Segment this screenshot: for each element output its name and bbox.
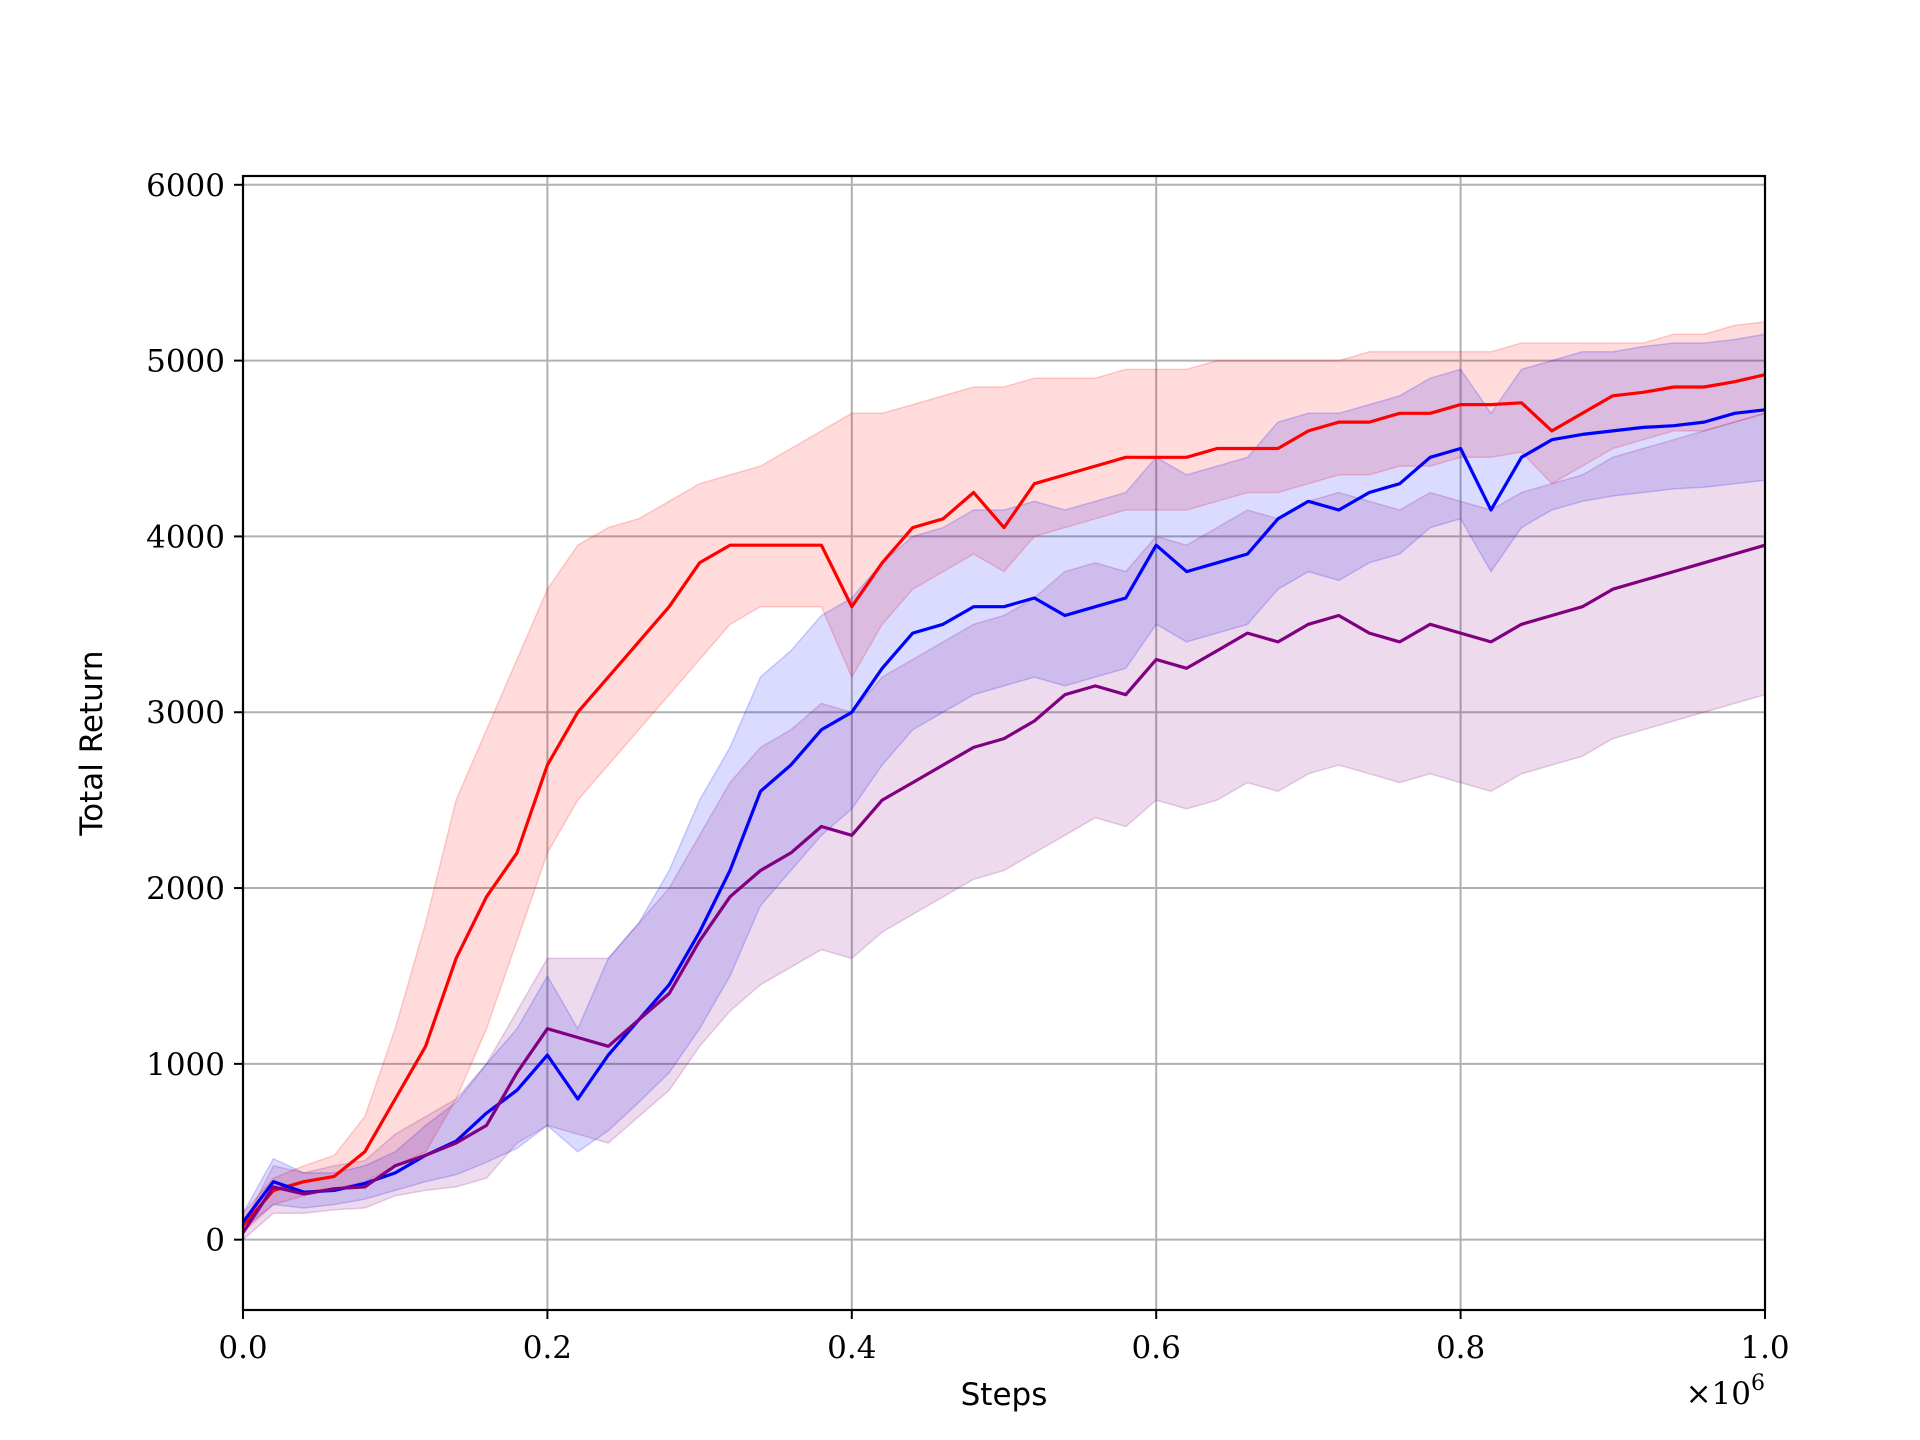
y-tick-label: 6000 bbox=[146, 168, 225, 204]
x-tick-label: 0.0 bbox=[218, 1330, 267, 1366]
axis-ticks: 0.0 0.2 0.4 0.6 0.8 1.0 0 1000 2000 3000 4000 5000 6… bbox=[146, 168, 1790, 1366]
x-tick-label: 0.6 bbox=[1132, 1330, 1181, 1366]
y-tick-label: 3000 bbox=[146, 695, 225, 731]
x-tick-label: 0.2 bbox=[523, 1330, 572, 1366]
y-tick-label: 5000 bbox=[146, 344, 225, 380]
series-lines bbox=[241, 373, 1766, 1234]
x-multiplier-exponent: 6 bbox=[1751, 1371, 1765, 1396]
x-tick-label: 0.4 bbox=[827, 1330, 876, 1366]
y-tick-label: 0 bbox=[205, 1223, 225, 1259]
x-multiplier-base: ×10 bbox=[1686, 1376, 1751, 1412]
line-series-1 bbox=[241, 373, 1766, 1227]
x-axis-label: Steps bbox=[961, 1377, 1048, 1413]
x-tick-label: 0.8 bbox=[1436, 1330, 1485, 1366]
plot-frame bbox=[241, 174, 1767, 1312]
x-tick-label: 1.0 bbox=[1740, 1330, 1789, 1366]
line-series-3 bbox=[241, 543, 1766, 1234]
confidence-bands bbox=[242, 321, 1766, 1242]
y-tick-label: 2000 bbox=[146, 871, 225, 907]
y-axis-label: Total Return bbox=[74, 650, 110, 836]
y-tick-label: 1000 bbox=[146, 1047, 225, 1083]
y-tick-label: 4000 bbox=[146, 519, 225, 555]
x-axis-multiplier: ×106 bbox=[1686, 1371, 1765, 1412]
